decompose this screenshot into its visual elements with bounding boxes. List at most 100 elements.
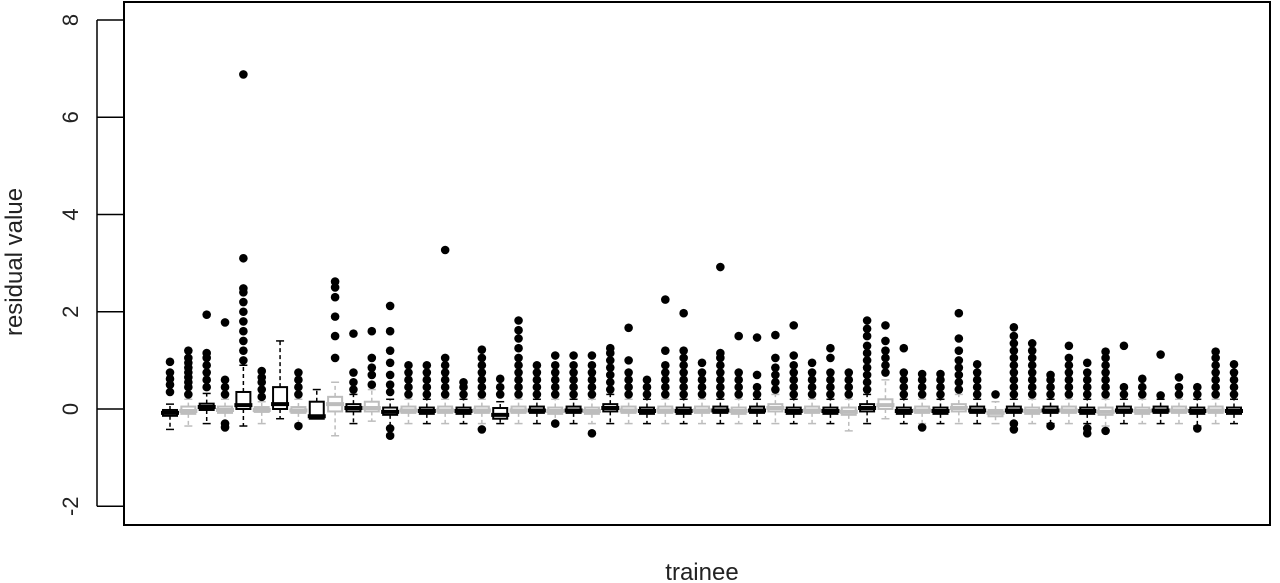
outlier-point [330, 312, 340, 321]
outlier-point [679, 368, 688, 377]
outlier-point [807, 368, 817, 377]
outlier-point [440, 360, 450, 370]
outlier-point [1119, 390, 1129, 399]
outlier-point [404, 368, 413, 377]
outlier-point [642, 390, 652, 399]
outlier-point [532, 360, 542, 370]
outlier-point [1211, 360, 1220, 370]
outlier-point [422, 360, 432, 370]
outlier-point [1009, 375, 1019, 385]
outlier-point [587, 390, 597, 399]
box-group [472, 345, 491, 434]
outlier-point [862, 331, 872, 341]
box-group [931, 369, 950, 425]
outlier-point [954, 346, 964, 355]
outlier-point [972, 368, 982, 377]
outlier-point [1009, 382, 1019, 392]
outlier-point [550, 351, 560, 360]
outlier-point [679, 346, 688, 355]
outlier-point [257, 385, 267, 394]
outlier-point [752, 382, 762, 392]
outlier-point [239, 253, 248, 263]
outlier-point [569, 360, 578, 370]
outlier-point [1119, 382, 1129, 392]
outlier-point [220, 390, 230, 399]
outlier-point [165, 387, 175, 397]
outlier-point [1156, 350, 1165, 359]
outlier-point [349, 377, 358, 387]
outlier-point [1082, 375, 1092, 385]
outlier-point [716, 375, 725, 385]
outlier-point [202, 368, 211, 377]
outlier-point [936, 390, 945, 399]
plot-frame [123, 1, 1271, 526]
outlier-point [1027, 353, 1037, 363]
outlier-point [1082, 382, 1092, 392]
outlier-point [1082, 390, 1092, 399]
outlier-point [1009, 331, 1019, 341]
outlier-point [642, 375, 652, 385]
outlier-point [771, 385, 780, 394]
outlier-point [862, 324, 872, 334]
outlier-point [1027, 390, 1037, 399]
outlier-point [477, 382, 487, 392]
outlier-point [862, 370, 872, 380]
outlier-point [954, 334, 964, 343]
outlier-point [697, 375, 707, 385]
outlier-point [844, 375, 854, 385]
outlier-point [202, 382, 211, 392]
outlier-point [789, 321, 799, 330]
outlier-point [1193, 424, 1202, 433]
outlier-point [954, 363, 964, 372]
outlier-point [1064, 360, 1074, 370]
outlier-point [514, 353, 523, 363]
outlier-point [385, 424, 395, 433]
outlier-point [385, 387, 395, 397]
outlier-point [239, 297, 248, 307]
box-group [1114, 341, 1133, 425]
outlier-point [624, 356, 633, 365]
outlier-point [1082, 424, 1092, 433]
y-tick-label: 6 [58, 111, 83, 123]
outlier-point [404, 375, 413, 385]
outlier-point [1211, 368, 1220, 377]
box-group [381, 301, 400, 441]
outlier-point [789, 351, 799, 360]
outlier-point [1229, 359, 1239, 369]
outlier-point [440, 353, 450, 363]
outlier-point [569, 351, 578, 360]
box-group [1169, 373, 1188, 425]
outlier-point [605, 343, 615, 353]
y-tick-label: 8 [58, 14, 83, 26]
outlier-point [605, 356, 615, 365]
outlier-point [220, 419, 230, 428]
outlier-point [716, 348, 725, 358]
outlier-point [862, 363, 872, 372]
box-group [179, 346, 198, 427]
outlier-point [587, 429, 597, 438]
outlier-point [587, 382, 597, 392]
box-group [1023, 339, 1042, 425]
outlier-point [954, 370, 964, 380]
box-group [674, 308, 693, 425]
outlier-point [1229, 390, 1239, 399]
outlier-point [661, 360, 670, 370]
box-group [766, 330, 785, 425]
box-group [582, 351, 601, 438]
outlier-point [917, 382, 927, 392]
outlier-point [862, 348, 872, 358]
outlier-point [1101, 390, 1110, 399]
outlier-point [440, 382, 450, 392]
outlier-point [844, 390, 854, 399]
plot-area [161, 70, 1243, 441]
outlier-point [1229, 382, 1239, 392]
outlier-point [826, 390, 835, 399]
outlier-point [862, 377, 872, 387]
outlier-point [716, 360, 725, 370]
box-group [748, 333, 767, 425]
outlier-point [385, 370, 395, 380]
outlier-point [477, 345, 487, 354]
outlier-point [239, 336, 248, 346]
outlier-point [716, 390, 725, 399]
outlier-point [771, 370, 780, 380]
